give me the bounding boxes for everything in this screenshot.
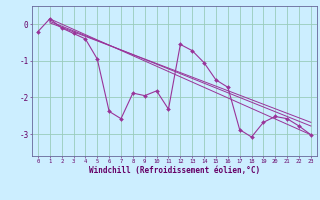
X-axis label: Windchill (Refroidissement éolien,°C): Windchill (Refroidissement éolien,°C) [89,166,260,175]
